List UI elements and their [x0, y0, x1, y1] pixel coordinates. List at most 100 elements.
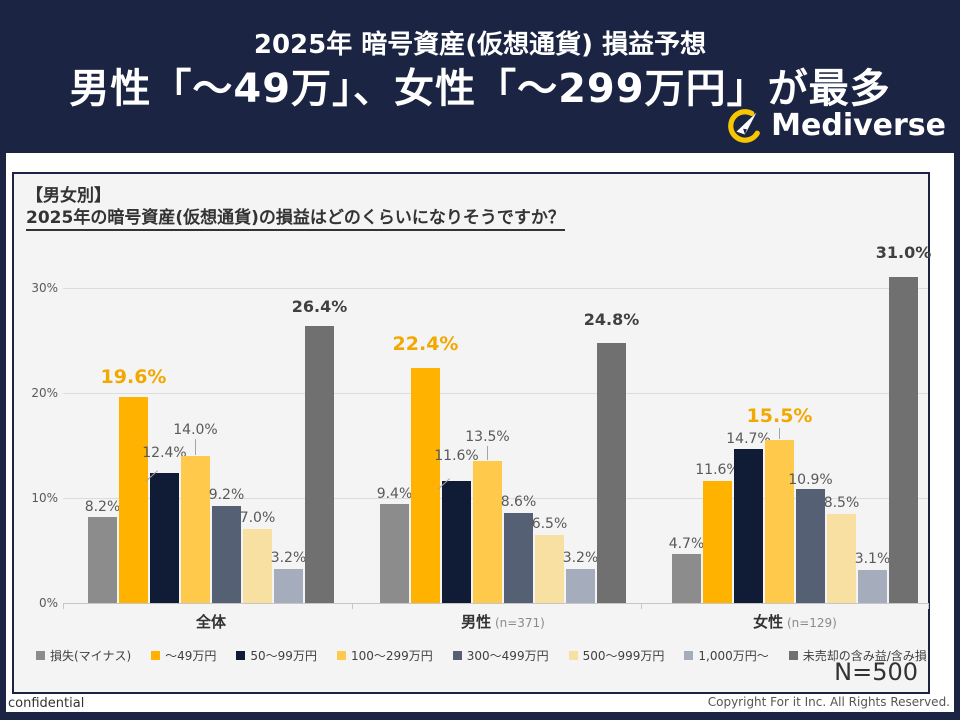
bar-全体-500〜999万円: [243, 529, 272, 603]
label-leader-line: [487, 446, 488, 460]
copyright-label: Copyright For it Inc. All Rights Reserve…: [707, 695, 950, 709]
bar-value-label: 3.2%: [562, 550, 599, 566]
bar-男性-50〜99万円: [442, 481, 471, 603]
bar-男性-1,000万円〜: [566, 569, 595, 603]
slide-title: 男性「〜49万」、女性「〜299万円」が最多: [69, 66, 891, 112]
group-name: 全体: [195, 613, 226, 631]
chart-heading: 【男女別】: [26, 186, 111, 206]
bar-女性-損失(マイナス): [672, 554, 701, 603]
y-axis-tick-label: 0%: [38, 596, 58, 610]
x-axis-tick: [352, 603, 353, 609]
bar-全体-100〜299万円: [181, 456, 210, 603]
bar-chart-plot: 0% 10% 20% 30% 8.2% 19.6% 12.4% 14.0% 9.2% 7.0% 3.…: [14, 174, 931, 692]
bar-value-label: 11.6%: [695, 462, 740, 478]
legend-swatch: [452, 651, 462, 660]
chart-panel: 【男女別】 2025年の暗号資産(仮想通貨)の損益はどのくらいになりそうですか？…: [12, 172, 931, 694]
group-label-全体: 全体: [101, 611, 321, 632]
bar-女性-300〜499万円: [796, 489, 825, 603]
bar-value-label: 9.2%: [208, 487, 245, 503]
y-axis-tick-label: 20%: [31, 386, 58, 400]
bar-value-label: 11.6%: [434, 448, 479, 464]
legend-item: 50〜99万円: [236, 647, 317, 664]
group-sample-size: (n=371): [491, 616, 545, 630]
bar-value-label: 7.0%: [239, 510, 276, 526]
bar-女性-1,000万円〜: [858, 570, 887, 603]
bar-value-label: 14.0%: [173, 422, 218, 438]
legend-label: 1,000万円〜: [698, 649, 769, 663]
legend-label: 100〜299万円: [350, 649, 433, 663]
bar-value-label: 10.9%: [788, 472, 833, 488]
group-name: 男性: [461, 613, 492, 631]
legend-label: 300〜499万円: [466, 649, 549, 663]
legend-swatch: [151, 651, 161, 660]
y-axis-tick-label: 30%: [31, 281, 58, 295]
label-leader-line: [195, 439, 196, 455]
bar-全体-50〜99万円: [150, 473, 179, 603]
group-name: 女性: [753, 613, 784, 631]
bar-男性-100〜299万円: [473, 461, 502, 603]
legend-swatch: [36, 651, 45, 660]
bar-value-label: 6.5%: [531, 516, 568, 532]
brand-name: Mediverse: [771, 107, 946, 143]
bar-全体-1,000万円〜: [274, 569, 303, 603]
legend-label: 未売却の含み益/含み損: [802, 649, 927, 663]
bar-男性-未売却の含み益/含み損: [597, 343, 626, 603]
bar-value-label: 24.8%: [583, 310, 640, 329]
legend-label: 損失(マイナス): [50, 649, 132, 663]
chart-legend: 損失(マイナス) 〜49万円 50〜99万円 100〜299万円 300〜499万円 50…: [36, 647, 927, 664]
x-axis-tick: [641, 603, 642, 609]
legend-item: 300〜499万円: [452, 647, 549, 664]
bar-全体-〜49万円: [119, 397, 148, 603]
bar-value-label: 13.5%: [465, 429, 510, 445]
gridline-20%: [63, 393, 928, 394]
bar-value-label: 31.0%: [875, 243, 932, 262]
bar-男性-〜49万円: [411, 368, 440, 603]
gridline-0%: [63, 603, 928, 604]
legend-item: 未売却の含み益/含み損: [788, 647, 927, 664]
bar-value-label: 8.5%: [823, 495, 860, 511]
legend-item: 500〜999万円: [568, 647, 665, 664]
slide-subtitle: 2025年 暗号資産(仮想通貨) 損益予想: [253, 30, 707, 60]
gridline-30%: [63, 288, 928, 289]
bar-value-label: 8.2%: [84, 499, 121, 515]
bar-男性-500〜999万円: [535, 535, 564, 603]
bar-value-label: 12.4%: [142, 445, 187, 461]
bar-value-label: 8.6%: [500, 494, 537, 510]
legend-swatch: [568, 651, 578, 660]
confidential-label: confidential: [8, 696, 85, 711]
bar-女性-未売却の含み益/含み損: [889, 277, 918, 603]
bar-全体-300〜499万円: [212, 506, 241, 603]
legend-swatch: [684, 651, 694, 660]
bar-value-label: 9.4%: [376, 486, 413, 502]
legend-item: 損失(マイナス): [36, 647, 131, 664]
mediverse-logo-icon: [728, 109, 763, 143]
x-axis-tick: [63, 603, 64, 609]
brand-logo: Mediverse: [726, 106, 946, 144]
legend-label: 〜49万円: [165, 649, 217, 663]
legend-item: 1,000万円〜: [684, 647, 769, 664]
label-leader-line: [779, 428, 780, 439]
legend-swatch: [336, 651, 346, 660]
bar-女性-50〜99万円: [734, 449, 763, 603]
bar-全体-未売却の含み益/含み損: [305, 326, 334, 603]
legend-label: 50〜99万円: [250, 649, 317, 663]
bar-value-label: 15.5%: [746, 405, 813, 427]
bar-全体-損失(マイナス): [88, 517, 117, 603]
bar-男性-300〜499万円: [504, 513, 533, 603]
bar-value-label: 19.6%: [100, 366, 167, 388]
bar-男性-損失(マイナス): [380, 504, 409, 603]
content-area: 【男女別】 2025年の暗号資産(仮想通貨)の損益はどのくらいになりそうですか？…: [6, 153, 954, 712]
legend-label: 500〜999万円: [582, 649, 665, 663]
legend-item: 〜49万円: [151, 647, 216, 664]
group-label-男性: 男性 (n=371): [393, 611, 613, 632]
bar-value-label: 14.7%: [726, 431, 771, 447]
y-axis-tick-label: 10%: [31, 491, 58, 505]
group-label-女性: 女性 (n=129): [685, 611, 905, 632]
bar-女性-〜49万円: [703, 481, 732, 603]
bar-value-label: 3.2%: [270, 550, 307, 566]
legend-swatch: [788, 651, 798, 660]
legend-item: 100〜299万円: [336, 647, 433, 664]
sample-size-label: N=500: [834, 658, 918, 686]
bar-value-label: 3.1%: [854, 551, 891, 567]
